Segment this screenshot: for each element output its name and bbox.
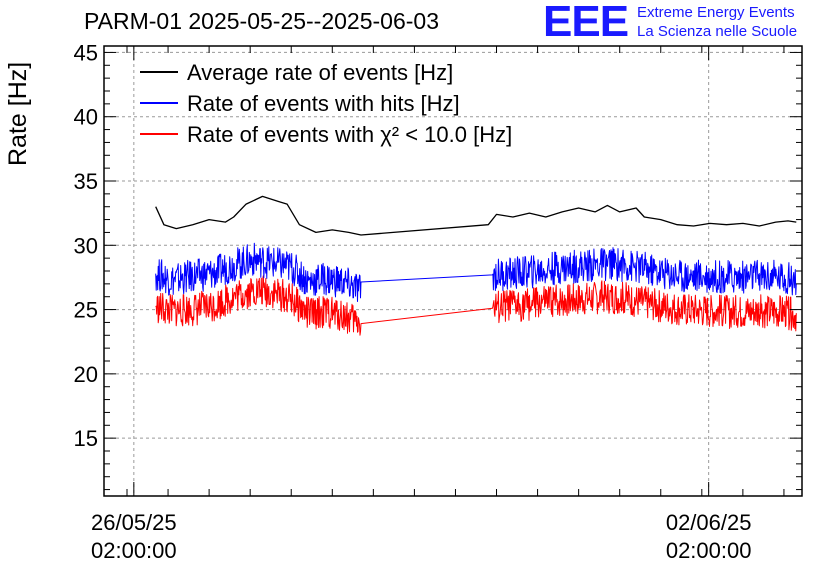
series-layer — [155, 195, 797, 336]
x-tick-label-date: 26/05/25 — [91, 510, 177, 535]
legend-label-3: Rate of events with χ² < 10.0 [Hz] — [187, 122, 512, 147]
logo-caption: Extreme Energy Events La Scienza nelle S… — [637, 3, 797, 41]
legend-label-1: Average rate of events [Hz] — [187, 60, 453, 85]
legend: Average rate of events [Hz] Rate of event… — [140, 60, 512, 147]
y-tick-label: 30 — [74, 233, 98, 258]
series-line-2 — [155, 242, 797, 302]
logo-line2: La Scienza nelle Scuole — [637, 23, 798, 40]
x-tick-label-time: 02:00:00 — [666, 538, 752, 563]
series-line-3 — [155, 275, 797, 336]
y-tick-label: 40 — [74, 105, 98, 130]
axis-ticks: 15 20 25 30 35 40 45 26/05/25 02:00:00 02/06/25 02… — [74, 40, 802, 563]
y-tick-label: 20 — [74, 362, 98, 387]
y-tick-label: 15 — [74, 426, 98, 451]
y-tick-label: 35 — [74, 169, 98, 194]
y-axis-label: Rate [Hz] — [4, 61, 32, 166]
x-tick-label-time: 02:00:00 — [91, 538, 177, 563]
x-tick-label-date: 02/06/25 — [666, 510, 752, 535]
legend-label-2: Rate of events with hits [Hz] — [187, 91, 460, 116]
series-line-1 — [155, 195, 797, 236]
y-tick-label: 45 — [74, 40, 98, 65]
grid-lines — [104, 46, 802, 496]
eee-logo: EEE — [543, 0, 629, 46]
y-tick-label: 25 — [74, 298, 98, 323]
chart-title: PARM-01 2025-05-25--2025-06-03 — [84, 8, 439, 34]
logo-line1: Extreme Energy Events — [637, 4, 795, 21]
